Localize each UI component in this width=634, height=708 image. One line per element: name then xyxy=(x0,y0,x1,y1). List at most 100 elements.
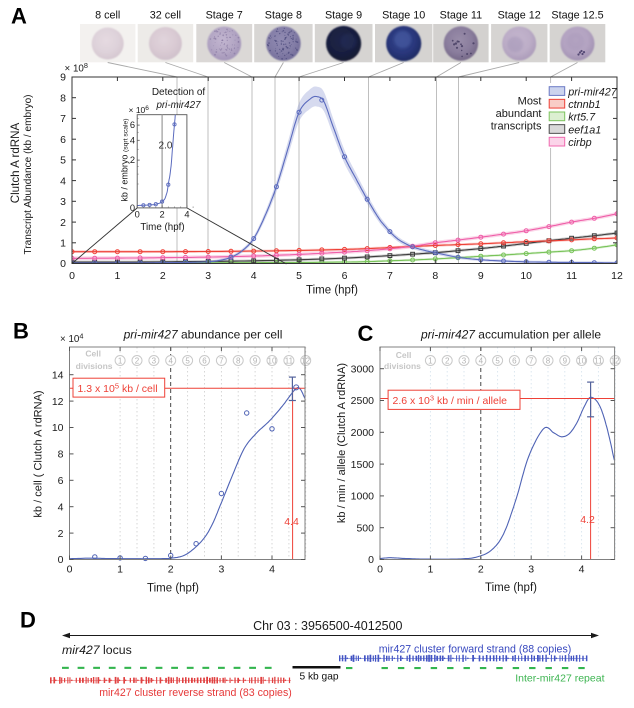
svg-text:mir427 cluster reverse strand: mir427 cluster reverse strand (83 copies… xyxy=(99,687,292,699)
svg-text:Cell: Cell xyxy=(85,349,101,359)
svg-text:2: 2 xyxy=(135,356,140,365)
svg-text:10: 10 xyxy=(52,422,64,434)
svg-text:ctnnb1: ctnnb1 xyxy=(568,99,600,111)
svg-text:0: 0 xyxy=(377,564,383,576)
svg-text:Stage 8: Stage 8 xyxy=(265,10,302,22)
svg-text:Time (hpf): Time (hpf) xyxy=(485,582,537,594)
svg-text:4: 4 xyxy=(579,564,585,576)
svg-text:Stage 11: Stage 11 xyxy=(440,10,482,22)
svg-text:4: 4 xyxy=(60,175,66,187)
svg-text:0: 0 xyxy=(67,564,73,576)
svg-text:D: D xyxy=(20,608,36,633)
svg-text:9: 9 xyxy=(478,270,484,282)
svg-text:4: 4 xyxy=(269,564,275,576)
svg-text:mir427 locus: mir427 locus xyxy=(62,643,132,657)
svg-text:Stage 7: Stage 7 xyxy=(206,10,243,22)
svg-text:pri-mir427: pri-mir427 xyxy=(567,86,618,98)
svg-text:500: 500 xyxy=(356,522,374,534)
svg-text:kb / embryo (sqrt scale): kb / embryo (sqrt scale) xyxy=(120,118,130,201)
svg-text:4: 4 xyxy=(58,501,64,513)
svg-text:8: 8 xyxy=(546,356,551,365)
svg-text:9: 9 xyxy=(60,72,66,84)
svg-text:kb / cell ( Clutch A rdRNA): kb / cell ( Clutch A rdRNA) xyxy=(33,390,45,517)
svg-text:8: 8 xyxy=(60,92,66,104)
svg-text:kb / min / allele (Clutch A rd: kb / min / allele (Clutch A rdRNA) xyxy=(336,363,348,523)
svg-text:8 cell: 8 cell xyxy=(95,10,120,22)
svg-text:Chr 03 : 3956500-4012500: Chr 03 : 3956500-4012500 xyxy=(253,619,402,633)
svg-text:8: 8 xyxy=(236,356,241,365)
svg-text:32 cell: 32 cell xyxy=(150,10,181,22)
svg-text:5: 5 xyxy=(60,155,66,167)
svg-text:0: 0 xyxy=(58,554,64,566)
svg-text:1: 1 xyxy=(118,356,123,365)
svg-text:11: 11 xyxy=(285,356,294,365)
svg-text:2: 2 xyxy=(168,564,174,576)
svg-text:8: 8 xyxy=(432,270,438,282)
svg-text:6: 6 xyxy=(58,475,64,487)
svg-text:0: 0 xyxy=(130,203,135,213)
svg-text:6: 6 xyxy=(512,356,517,365)
svg-text:Stage 12.5: Stage 12.5 xyxy=(551,10,603,22)
svg-text:3: 3 xyxy=(462,356,467,365)
svg-text:Stage 9: Stage 9 xyxy=(325,10,362,22)
svg-text:Clutch A rdRNA: Clutch A rdRNA xyxy=(9,122,22,203)
svg-text:2: 2 xyxy=(160,210,165,220)
svg-text:mir427 cluster forward strand: mir427 cluster forward strand (88 copies… xyxy=(379,643,572,655)
svg-text:5: 5 xyxy=(296,270,302,282)
svg-text:Transcript Abundance (kb / emb: Transcript Abundance (kb / embryo) xyxy=(23,94,34,254)
svg-text:11: 11 xyxy=(594,356,603,365)
svg-text:12: 12 xyxy=(611,270,623,282)
svg-text:Time (hpf): Time (hpf) xyxy=(147,583,199,595)
svg-text:C: C xyxy=(358,321,374,346)
svg-text:2: 2 xyxy=(445,356,450,365)
svg-text:4: 4 xyxy=(251,270,257,282)
svg-text:1: 1 xyxy=(428,356,433,365)
svg-text:Stage 10: Stage 10 xyxy=(382,10,425,22)
svg-text:3: 3 xyxy=(152,356,157,365)
svg-text:4: 4 xyxy=(479,356,484,365)
svg-text:1: 1 xyxy=(117,564,123,576)
svg-text:B: B xyxy=(13,319,29,344)
svg-text:krt5.7: krt5.7 xyxy=(568,112,596,124)
svg-text:Detection of: Detection of xyxy=(152,87,206,98)
svg-text:10: 10 xyxy=(268,356,277,365)
svg-text:divisions: divisions xyxy=(384,361,421,371)
svg-text:4.4: 4.4 xyxy=(284,516,299,528)
svg-text:Stage 12: Stage 12 xyxy=(498,10,541,22)
svg-text:9: 9 xyxy=(253,356,258,365)
svg-text:A: A xyxy=(11,4,27,29)
svg-text:3: 3 xyxy=(60,196,66,208)
svg-text:Time (hpf): Time (hpf) xyxy=(140,222,184,233)
svg-text:6: 6 xyxy=(342,270,348,282)
svg-text:cirbp: cirbp xyxy=(568,137,591,149)
svg-text:7: 7 xyxy=(387,270,393,282)
svg-text:2: 2 xyxy=(160,270,166,282)
svg-text:8: 8 xyxy=(58,449,64,461)
svg-text:5: 5 xyxy=(495,356,500,365)
svg-text:2: 2 xyxy=(130,155,135,165)
svg-text:2500: 2500 xyxy=(351,395,375,407)
svg-text:5: 5 xyxy=(185,356,190,365)
svg-text:2: 2 xyxy=(60,217,66,229)
svg-text:1000: 1000 xyxy=(351,491,375,503)
svg-text:10: 10 xyxy=(520,270,532,282)
svg-text:pri-mir427 abundance per cell: pri-mir427 abundance per cell xyxy=(123,327,283,341)
svg-text:pri-mir427: pri-mir427 xyxy=(155,100,201,111)
svg-text:7: 7 xyxy=(60,113,66,125)
svg-text:2.0: 2.0 xyxy=(159,141,173,152)
svg-text:eef1a1: eef1a1 xyxy=(568,124,601,136)
svg-text:1.3 x 105 kb / cell: 1.3 x 105 kb / cell xyxy=(78,382,158,396)
svg-text:4: 4 xyxy=(130,135,135,145)
svg-text:Cell: Cell xyxy=(396,350,412,360)
svg-text:7: 7 xyxy=(529,356,534,365)
svg-text:× 108: × 108 xyxy=(65,61,88,75)
svg-text:× 104: × 104 xyxy=(60,332,83,346)
svg-text:10: 10 xyxy=(577,356,586,365)
svg-text:4.2: 4.2 xyxy=(580,514,595,526)
svg-text:6: 6 xyxy=(202,356,207,365)
svg-text:9: 9 xyxy=(563,356,568,365)
svg-text:0: 0 xyxy=(135,210,140,220)
svg-text:3: 3 xyxy=(528,564,534,576)
svg-text:4: 4 xyxy=(184,210,189,220)
